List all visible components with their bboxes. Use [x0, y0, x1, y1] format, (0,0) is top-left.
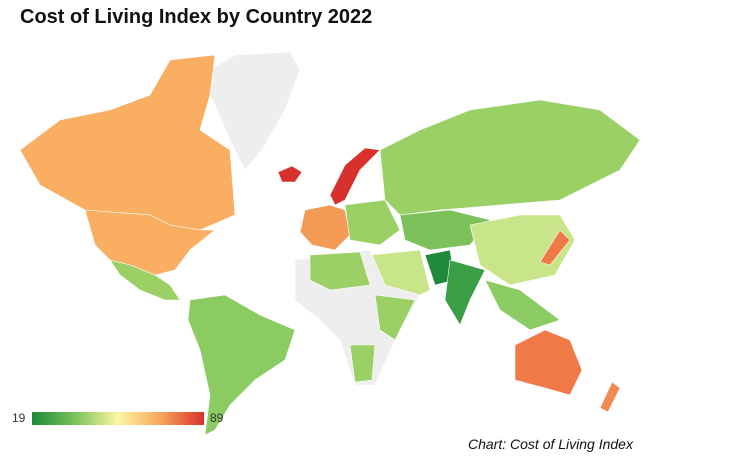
- region-usa[interactable]: [84, 209, 216, 276]
- region-southeast-asia[interactable]: [484, 279, 561, 331]
- region-africa-data[interactable]: [309, 251, 416, 383]
- region-greenland[interactable]: [199, 51, 301, 171]
- region-central-asia[interactable]: [399, 209, 491, 251]
- region-australia[interactable]: [514, 329, 583, 396]
- legend-color-scale: [32, 412, 204, 425]
- region-china[interactable]: [469, 214, 576, 286]
- region-mexico[interactable]: [109, 259, 181, 301]
- legend-max-label: 89: [210, 411, 224, 425]
- chart-caption: Chart: Cost of Living Index: [468, 436, 633, 452]
- page-title: Cost of Living Index by Country 2022: [20, 6, 373, 28]
- region-new-zealand[interactable]: [599, 381, 621, 413]
- region-india[interactable]: [444, 259, 486, 326]
- region-eastern-europe[interactable]: [344, 199, 401, 246]
- region-russia[interactable]: [379, 99, 641, 216]
- legend-min-label: 19: [12, 411, 26, 425]
- region-iceland[interactable]: [277, 165, 303, 183]
- region-canada[interactable]: [19, 54, 236, 231]
- region-western-europe[interactable]: [299, 204, 351, 251]
- region-japan[interactable]: [539, 229, 571, 266]
- region-norway[interactable]: [329, 147, 381, 206]
- region-south-america[interactable]: [187, 294, 296, 436]
